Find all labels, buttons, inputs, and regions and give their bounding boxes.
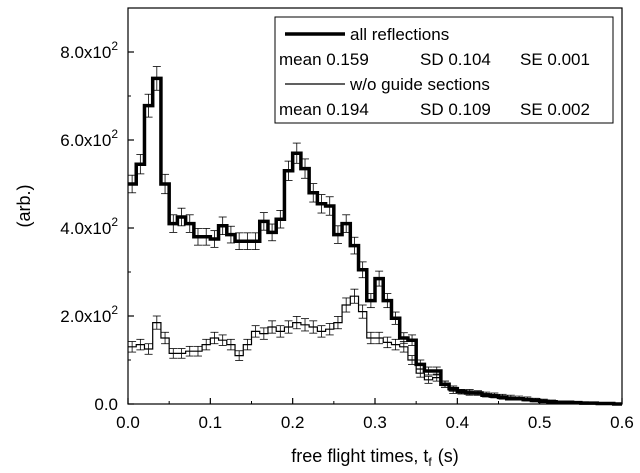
x-axis-label: free flight times, tf (s)	[291, 446, 458, 469]
legend-label-all-reflections: all reflections	[350, 25, 449, 44]
series-w-o-guide-sections	[128, 288, 622, 405]
x-axis-label-subscript: f	[428, 455, 432, 469]
legend-box	[274, 16, 614, 124]
x-tick-label: 0.6	[610, 413, 634, 432]
y-axis-label: (arb.)	[14, 184, 34, 227]
legend-sd-wo-guide-sections: SD 0.109	[420, 100, 491, 119]
y-tick-label: 6.0x102	[60, 127, 118, 150]
x-axis: 0.0 0.1 0.2 0.3 0.4 0.5 0.6	[116, 398, 634, 432]
legend-mean-all-reflections: mean 0.159	[279, 50, 369, 69]
x-tick-label: 0.3	[363, 413, 387, 432]
x-tick-label: 0.5	[528, 413, 552, 432]
y-tick-label: 4.0x102	[60, 215, 118, 238]
y-axis: 0.0 2.0x102 4.0x102 6.0x102 8.0x102	[60, 39, 134, 414]
legend-se-wo-guide-sections: SE 0.002	[520, 100, 590, 119]
legend-se-all-reflections: SE 0.001	[520, 50, 590, 69]
legend-mean-wo-guide-sections: mean 0.194	[279, 100, 369, 119]
plot-area	[128, 66, 622, 406]
x-axis-label-main: free flight times, t	[291, 446, 428, 466]
series-all-reflections	[128, 66, 622, 406]
x-tick-label: 0.2	[281, 413, 305, 432]
y-tick-label: 0.0	[94, 395, 118, 414]
legend-sd-all-reflections: SD 0.104	[420, 50, 491, 69]
series-line-w-o-guide-sections	[128, 295, 622, 405]
series-line-all-reflections	[128, 76, 622, 406]
y-tick-label: 2.0x102	[60, 303, 118, 326]
legend: all reflections mean 0.159 SD 0.104 SE 0…	[274, 16, 614, 124]
x-tick-label: 0.0	[116, 413, 140, 432]
legend-label-wo-guide-sections: w/o guide sections	[349, 75, 490, 94]
x-axis-label-unit: (s)	[438, 446, 459, 466]
x-tick-label: 0.4	[446, 413, 470, 432]
x-tick-label: 0.1	[199, 413, 223, 432]
y-tick-label: 8.0x102	[60, 39, 118, 62]
